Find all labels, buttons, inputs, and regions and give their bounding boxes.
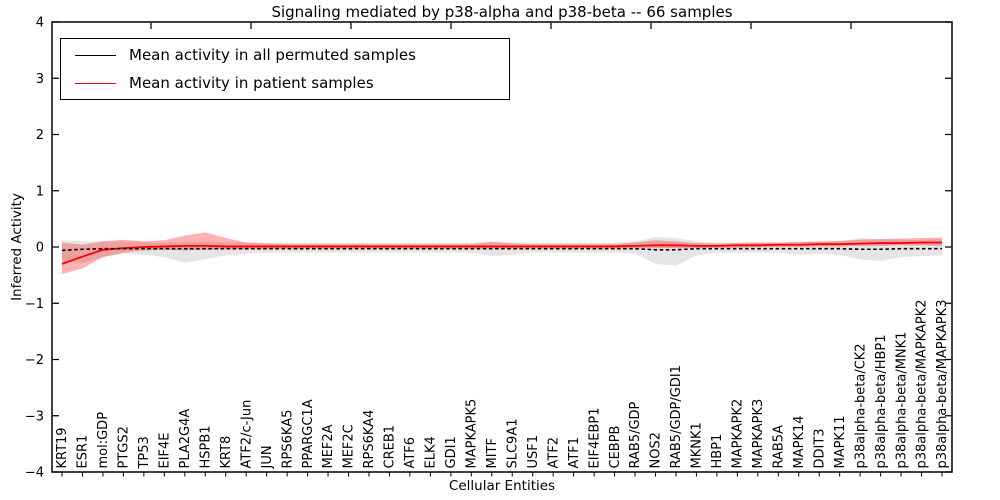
legend-label-permuted: Mean activity in all permuted samples <box>129 46 416 64</box>
y-tick-label: −4 <box>25 466 44 481</box>
permuted-line-swatch <box>75 54 116 56</box>
x-tick-label: ATF2 <box>546 437 561 469</box>
y-tick-label: 4 <box>36 16 44 31</box>
legend-item-permuted: Mean activity in all permuted samples <box>75 41 509 69</box>
y-axis-label: Inferred Activity <box>9 193 25 301</box>
x-tick-label: MEF2C <box>342 424 357 468</box>
x-tick-label: PLA2G4A <box>178 409 193 469</box>
x-tick-label: p38alpha-beta/CK2 <box>853 343 868 468</box>
x-tick-label: p38alpha-beta/MAPKAPK3 <box>935 300 950 469</box>
x-tick-label: ATF1 <box>567 437 582 469</box>
x-tick-label: NOS2 <box>649 432 664 468</box>
x-tick-label: SLC9A1 <box>505 418 520 468</box>
x-tick-label: MEF2A <box>321 424 336 468</box>
x-tick-label: ATF6 <box>403 437 418 469</box>
y-tick-label: 3 <box>36 72 44 87</box>
x-tick-label: EIF4E <box>158 432 173 468</box>
y-tick-label: 1 <box>36 184 44 199</box>
permuted-mean-line <box>61 247 942 252</box>
x-tick-label: ESR1 <box>76 435 91 469</box>
x-tick-label: HSPB1 <box>198 425 213 468</box>
x-tick-label: p38alpha-beta/HBP1 <box>874 334 889 468</box>
x-tick-label: MAPKAPK5 <box>465 399 480 469</box>
x-tick-label: JUN <box>260 445 275 469</box>
patient-line-swatch <box>75 82 116 84</box>
x-tick-label: TP53 <box>137 436 152 469</box>
x-tick-label: MAPK11 <box>833 415 848 468</box>
x-tick-label: RAB5/GDP/GDI1 <box>669 365 684 468</box>
x-tick-label: MAPK14 <box>792 415 807 468</box>
x-tick-label: RAB5/GDP <box>628 401 643 468</box>
chart-title: Signaling mediated by p38-alpha and p38-… <box>271 3 733 21</box>
x-tick-label: p38alpha-beta/MNK1 <box>894 332 909 469</box>
x-tick-label: PTGS2 <box>117 426 132 468</box>
x-tick-label: KRT8 <box>219 436 234 469</box>
x-tick-label: CEBPB <box>608 426 623 469</box>
x-tick-label: ELK4 <box>424 436 439 468</box>
legend-item-patient: Mean activity in patient samples <box>75 69 509 97</box>
x-tick-label: PPARGC1A <box>301 399 316 468</box>
x-tick-label: MKNK1 <box>690 422 705 468</box>
x-tick-label: RPS6KA4 <box>362 410 377 469</box>
x-tick-label: EIF4EBP1 <box>587 407 602 468</box>
x-tick-label: USF1 <box>526 435 541 469</box>
x-tick-label: RAB5A <box>771 425 786 469</box>
x-tick-label: RPS6KA5 <box>280 410 295 469</box>
x-tick-label: p38alpha-beta/MAPKAPK2 <box>915 300 930 469</box>
x-tick-label: KRT19 <box>55 427 70 468</box>
patient-mean-line <box>61 241 942 265</box>
y-tick-label: 2 <box>36 128 44 143</box>
x-tick-label: HBP1 <box>710 434 725 469</box>
permuted-confidence-band <box>62 236 942 266</box>
y-tick-label: −3 <box>25 409 44 424</box>
x-tick-label: MAPKAPK2 <box>731 399 746 469</box>
x-tick-label: DDIT3 <box>812 428 827 468</box>
legend-box: Mean activity in all permuted samples Me… <box>60 38 510 100</box>
x-tick-label: GDI1 <box>444 436 459 468</box>
x-tick-label: MITF <box>485 438 500 468</box>
y-tick-label: 0 <box>36 241 44 256</box>
x-axis-label: Cellular Entities <box>448 478 556 494</box>
y-tick-label: −2 <box>25 353 44 368</box>
x-tick-label: mol:GDP <box>96 412 111 469</box>
x-tick-label: MAPKAPK3 <box>751 399 766 469</box>
x-tick-label: CREB1 <box>383 425 398 469</box>
y-tick-label: −1 <box>25 297 44 312</box>
plot-frame <box>51 21 953 473</box>
x-tick-label: ATF2/c-Jun <box>239 400 254 469</box>
legend-label-patient: Mean activity in patient samples <box>129 74 374 92</box>
